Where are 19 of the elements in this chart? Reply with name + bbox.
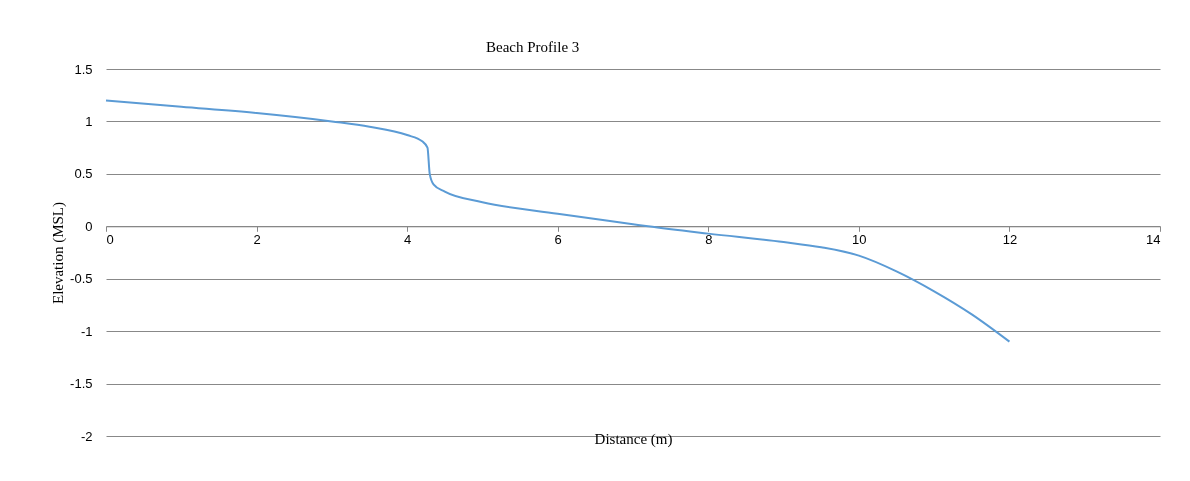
chart-title: Beach Profile 3 — [486, 39, 580, 55]
x-tick-label: 8 — [705, 231, 713, 247]
y-tick-label: 1 — [85, 113, 93, 129]
y-tick-label: -1 — [80, 323, 93, 339]
y-tick-label: -0.5 — [70, 271, 93, 287]
y-tick-label: 0 — [85, 218, 93, 234]
y-tick-label: 0.5 — [74, 166, 93, 182]
x-tick-label: 12 — [1002, 231, 1018, 247]
x-tick-label: 0 — [106, 231, 114, 247]
x-tick-label: 6 — [554, 231, 562, 247]
x-tick-label: 2 — [253, 231, 261, 247]
y-axis-title: Elevation (MSL) — [50, 201, 68, 305]
y-tick-label: -1.5 — [70, 376, 93, 392]
x-tick-label: 10 — [852, 231, 867, 247]
x-tick-label: 14 — [1146, 231, 1161, 247]
x-axis-title: Distance (m) — [594, 430, 673, 448]
x-tick-label: 4 — [404, 231, 412, 247]
y-tick-label: -2 — [80, 428, 93, 444]
y-tick-label: 1.5 — [74, 61, 93, 77]
